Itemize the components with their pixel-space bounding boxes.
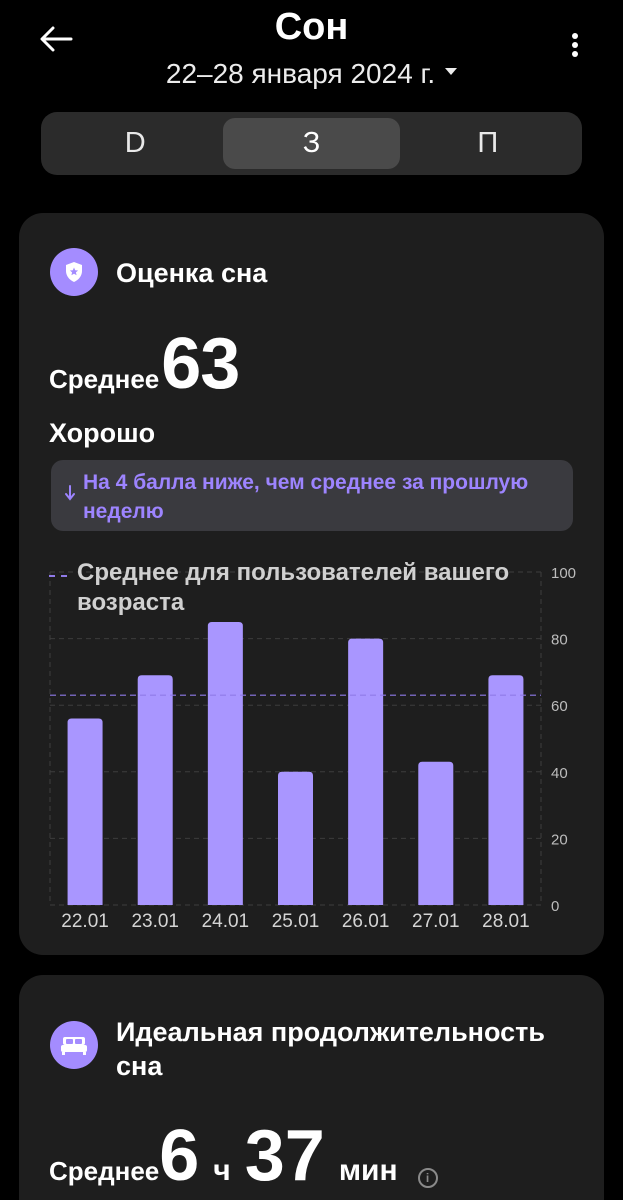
y-tick-label: 0 (551, 898, 559, 915)
sleep-score-chart: 100 80 60 40 20 0 22.01 23.01 24.01 25.01 26.01 27.… (49, 565, 576, 932)
period-tabs: D З П (41, 112, 582, 175)
sleep-score-card[interactable]: Оценка сна Среднее 63 Хорошо На 4 балла … (19, 213, 604, 955)
tab-day[interactable]: D (124, 127, 146, 159)
chart-bar (348, 638, 384, 905)
bed-icon (50, 1021, 98, 1069)
back-button[interactable] (36, 22, 76, 56)
more-vert-icon (572, 33, 578, 57)
duration-hours: 6 (159, 1116, 200, 1196)
average-value: 63 (161, 324, 240, 404)
chart-bar (418, 761, 454, 905)
date-range-selector[interactable]: 22–28 января 2024 г. (0, 58, 623, 90)
x-tick-label: 22.01 (61, 911, 109, 932)
y-tick-label: 80 (551, 632, 568, 649)
x-tick-label: 26.01 (342, 911, 390, 932)
average-score: Среднее 63 (49, 323, 240, 405)
x-tick-label: 28.01 (482, 911, 530, 932)
top-app-bar: Сон 22–28 января 2024 г. (0, 0, 623, 100)
info-icon[interactable]: i (417, 1168, 438, 1188)
chart-bar (67, 718, 103, 905)
x-tick-label: 27.01 (412, 911, 460, 932)
duration-hours-unit: ч (213, 1154, 231, 1187)
y-tick-label: 40 (551, 765, 568, 782)
average-duration: Среднее 6 ч 37 мин i (49, 1115, 438, 1197)
arrow-down-icon (65, 485, 75, 501)
quality-label: Хорошо (49, 418, 156, 448)
more-options-button[interactable] (563, 28, 587, 62)
shield-star-icon (50, 248, 98, 296)
average-label: Среднее (49, 364, 160, 394)
page-title: Сон (274, 6, 349, 48)
chevron-down-icon (445, 68, 458, 76)
y-tick-label: 100 (551, 565, 576, 582)
comparison-banner: На 4 балла ниже, чем среднее за прошлую … (51, 460, 573, 531)
chart-bar (278, 771, 313, 905)
date-range-label: 22–28 января 2024 г. (165, 58, 436, 89)
tab-month[interactable]: П (477, 127, 499, 159)
chart-bar (137, 675, 173, 905)
average-label: Среднее (49, 1156, 160, 1186)
chart-legend: Среднее для пользователей вашего возраст… (49, 558, 549, 618)
arrow-left-icon (40, 26, 73, 52)
x-tick-label: 23.01 (131, 911, 179, 932)
legend-dashed-line (49, 575, 67, 618)
duration-minutes-unit: мин (338, 1154, 398, 1187)
tab-week[interactable]: З (223, 118, 400, 169)
chart-bar (207, 621, 243, 905)
y-tick-label: 20 (551, 831, 568, 848)
legend-label: Среднее для пользователей вашего возраст… (77, 559, 510, 616)
card-title: Идеальная продолжительность сна (116, 1017, 545, 1081)
chart-bar (488, 675, 524, 905)
x-tick-label: 24.01 (202, 911, 250, 932)
duration-minutes: 37 (244, 1116, 325, 1196)
ideal-duration-card[interactable]: Идеальная продолжительность сна Среднее … (19, 975, 604, 1200)
comparison-text: На 4 балла ниже, чем среднее за прошлую … (83, 471, 529, 523)
card-title: Оценка сна (116, 258, 268, 288)
y-tick-label: 60 (551, 698, 568, 715)
x-tick-label: 25.01 (272, 911, 320, 932)
